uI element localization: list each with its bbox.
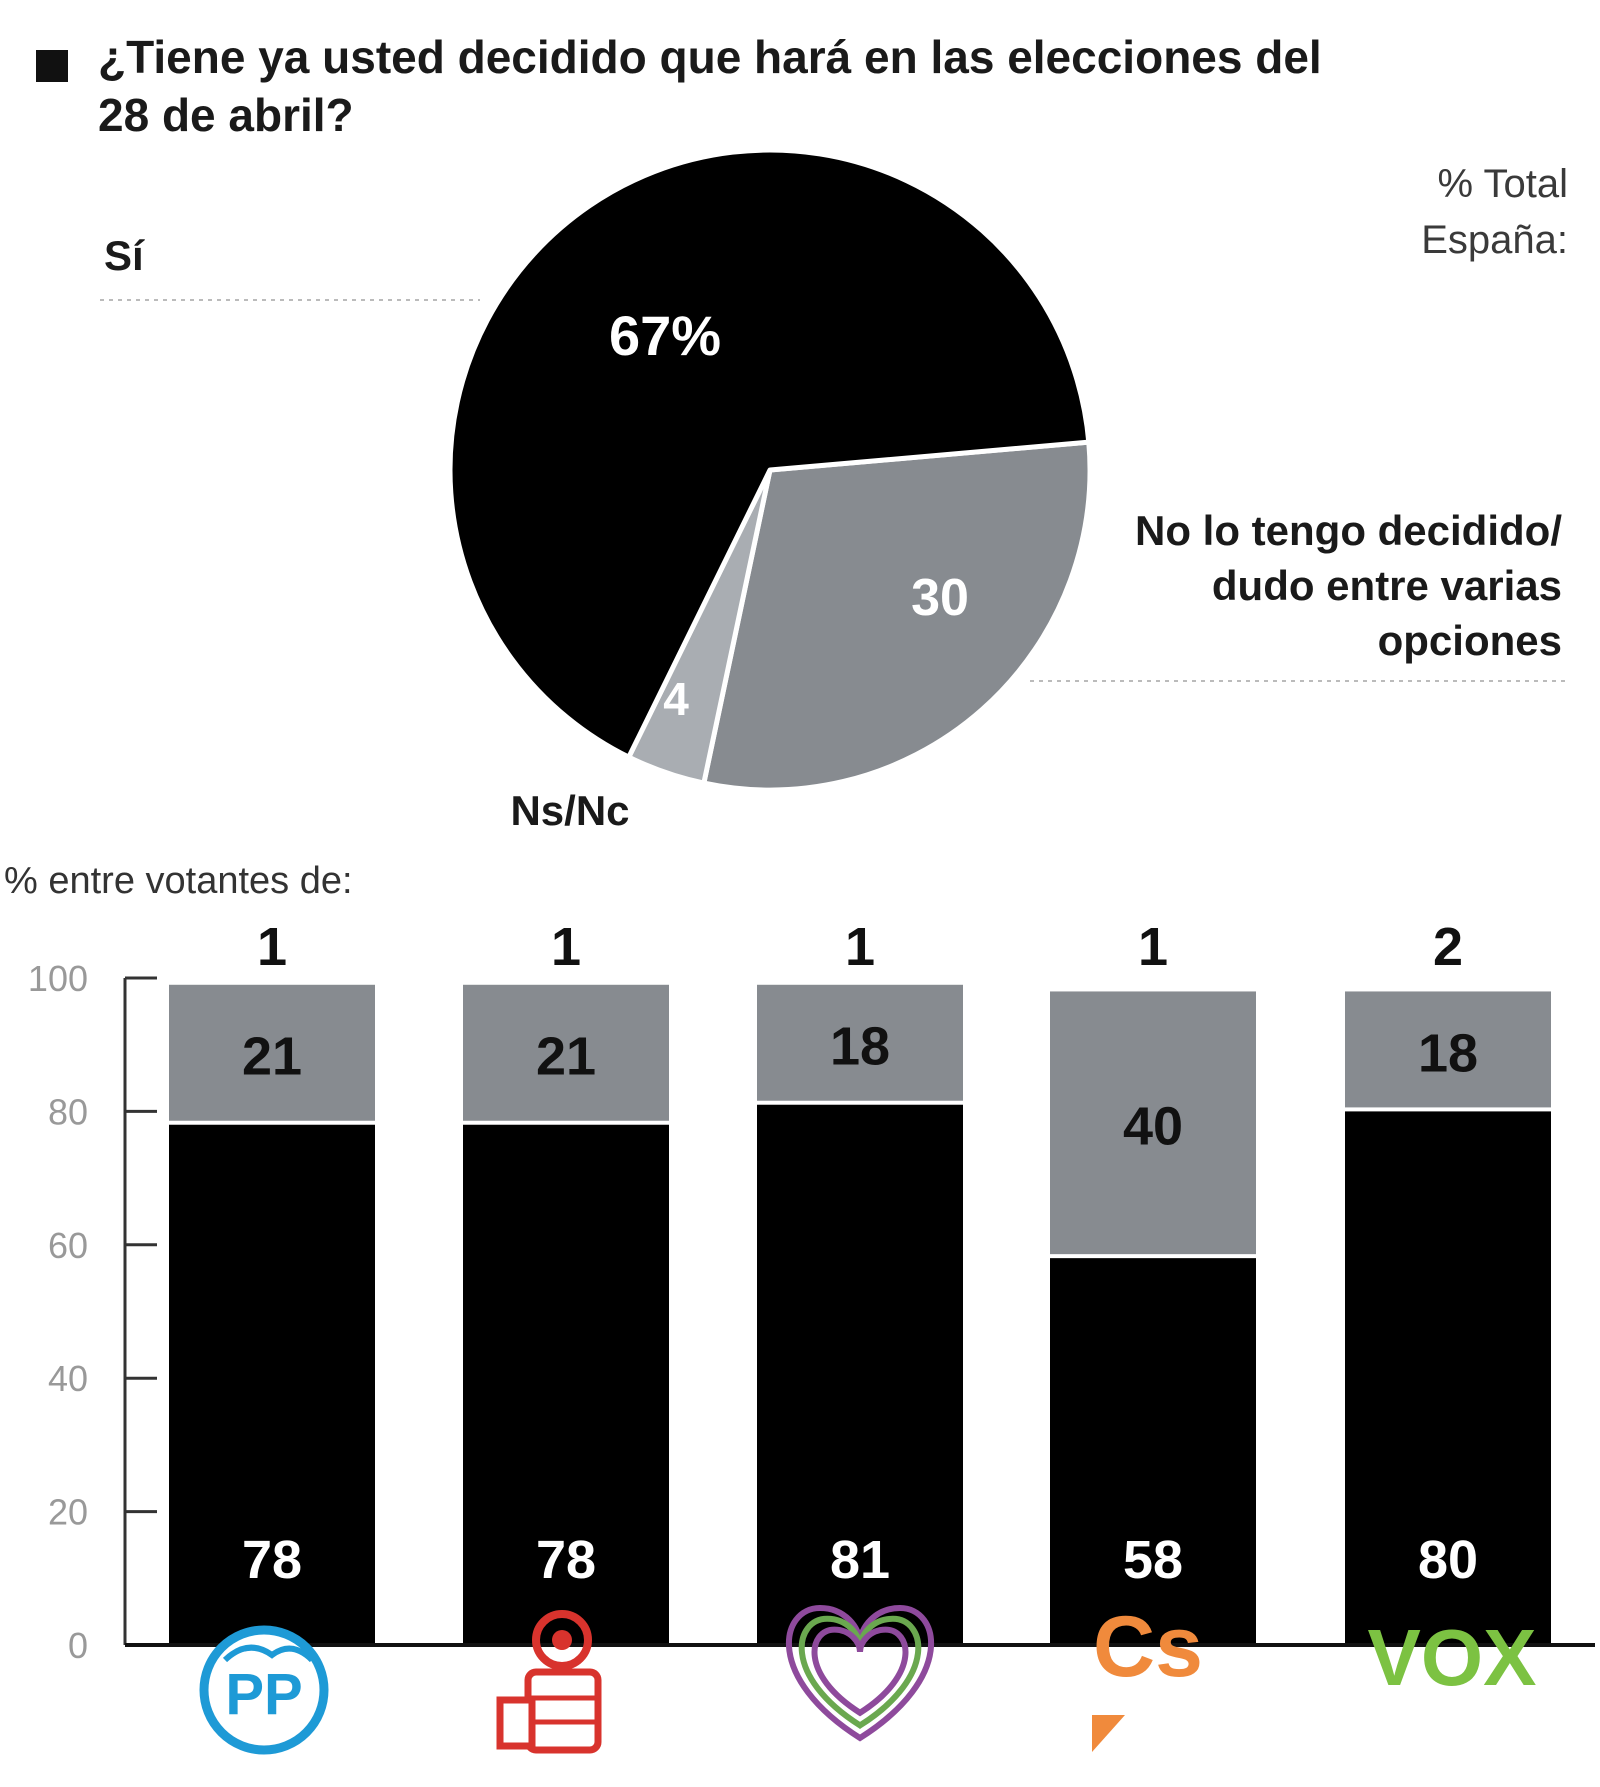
bar-segment-nsnc — [1345, 978, 1551, 992]
bar-segment-decided — [1050, 1258, 1256, 1645]
pie-value-label: 30 — [911, 569, 969, 627]
pie-category-label-undecided: opciones — [1378, 617, 1562, 664]
unidas-podemos-heart-icon — [785, 1604, 935, 1742]
pie-chart: 67% 30 4 Sí No lo tengo decidido/dudo entre … — [100, 147, 1570, 834]
bar-value-label-decided: 81 — [830, 1530, 890, 1590]
chart-title-block: ¿Tiene ya usted decidido que hará en las… — [36, 28, 1456, 144]
vox-logo-text: VOX — [1368, 1613, 1537, 1702]
pie-subtitle: % Total España: — [1348, 156, 1568, 268]
pie-category-label-undecided: No lo tengo decidido/ — [1135, 507, 1562, 554]
bar-value-label-nsnc: 1 — [1138, 917, 1168, 977]
bar-segment-undecided — [1050, 991, 1256, 1255]
bar-value-label-nsnc: 1 — [845, 917, 875, 977]
vox-logo-icon: VOX — [1368, 1613, 1537, 1702]
pie-value-label: 67% — [609, 304, 721, 367]
pp-logo-icon: PP — [199, 1625, 329, 1755]
psoe-fist — [524, 1668, 602, 1754]
pp-logo-text: PP — [225, 1662, 302, 1727]
y-tick-label: 100 — [28, 958, 88, 999]
psoe-rose-fist-icon — [496, 1610, 602, 1754]
cs-logo-triangle — [1092, 1715, 1125, 1752]
bar-segment-decided — [757, 1104, 963, 1645]
bar-value-label-nsnc: 1 — [257, 917, 287, 977]
chart-title: ¿Tiene ya usted decidido que hará en las… — [98, 28, 1456, 144]
bar-chart-caption: % entre votantes de: — [4, 860, 353, 902]
bar-value-label-undecided: 18 — [1418, 1023, 1478, 1083]
bar-segment-undecided — [169, 984, 375, 1121]
bar-value-label-decided: 78 — [536, 1530, 596, 1590]
bar-value-label-decided: 58 — [1123, 1530, 1183, 1590]
pp-logo-bird — [222, 1644, 315, 1663]
y-tick-label: 40 — [48, 1358, 88, 1399]
chart-title-line1: ¿Tiene ya usted decidido que hará en las… — [98, 31, 1322, 83]
bar-segment-undecided — [757, 984, 963, 1101]
bar-segment-undecided — [463, 984, 669, 1121]
pie-subtitle-line2: España: — [1421, 218, 1568, 262]
pie-value-label: 4 — [663, 673, 689, 725]
psoe-thumb — [496, 1696, 536, 1750]
pie-category-label-undecided: dudo entre varias — [1212, 562, 1562, 609]
y-tick-label: 80 — [48, 1091, 88, 1132]
bar-segment-undecided — [1345, 991, 1551, 1108]
pie-category-label-si: Sí — [104, 232, 145, 279]
cs-logo-icon: Cs — [1092, 1599, 1203, 1752]
bar-value-label-undecided: 21 — [242, 1027, 302, 1087]
pp-logo-ring — [199, 1625, 329, 1755]
psoe-rose-center — [552, 1630, 572, 1650]
bar-value-label-undecided: 21 — [536, 1027, 596, 1087]
bar-segment-nsnc — [757, 978, 963, 985]
bar-value-label-nsnc: 1 — [551, 917, 581, 977]
bar-segment-nsnc — [169, 978, 375, 985]
bar-value-label-undecided: 18 — [830, 1017, 890, 1077]
chart-title-line2: 28 de abril? — [98, 89, 354, 141]
bar-segment-decided — [169, 1124, 375, 1645]
pie-category-label-nsnc: Ns/Nc — [510, 787, 629, 834]
bar-segment-nsnc — [463, 978, 669, 985]
bar-value-label-nsnc: 2 — [1433, 917, 1463, 977]
pie-subtitle-line1: % Total — [1437, 162, 1568, 206]
pie-slice-undecided — [701, 439, 1093, 793]
title-bullet-square — [36, 50, 68, 82]
bar-segment-decided — [463, 1124, 669, 1645]
bar-segment-nsnc — [1050, 984, 1256, 992]
y-tick-label: 0 — [68, 1625, 88, 1666]
bar-value-label-undecided: 40 — [1123, 1097, 1183, 1157]
psoe-rose — [532, 1610, 592, 1670]
bar-segment-decided — [1345, 1111, 1551, 1645]
pie-slice-decided — [447, 147, 1092, 760]
bar-value-label-decided: 78 — [242, 1530, 302, 1590]
y-tick-label: 60 — [48, 1225, 88, 1266]
y-tick-label: 20 — [48, 1492, 88, 1533]
unidas-podemos-heart-outline — [811, 1626, 909, 1717]
bar-value-label-decided: 80 — [1418, 1530, 1478, 1590]
cs-logo-text: Cs — [1093, 1599, 1203, 1695]
